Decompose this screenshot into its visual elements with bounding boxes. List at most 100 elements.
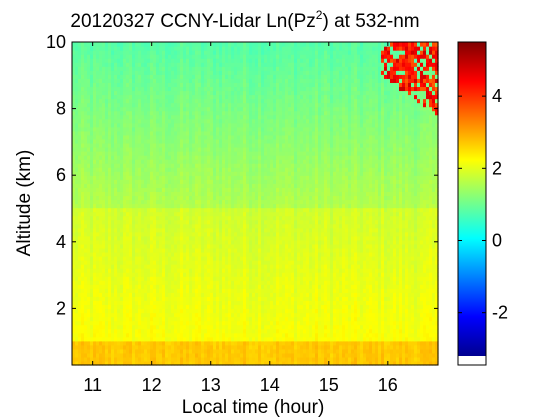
heatmap-cell — [231, 356, 235, 362]
heatmap-cell — [81, 292, 85, 297]
heatmap-cell — [285, 231, 289, 237]
heatmap-cell — [216, 340, 220, 346]
heatmap-cell — [78, 320, 82, 326]
heatmap-cell — [363, 203, 367, 209]
heatmap-cell — [261, 308, 265, 314]
heatmap-cell — [357, 344, 361, 350]
heatmap-cell — [306, 288, 310, 293]
heatmap-cell — [141, 336, 145, 342]
heatmap-cell — [147, 360, 151, 366]
heatmap-cell — [294, 280, 298, 285]
heatmap-cell — [336, 356, 340, 362]
heatmap-cell — [153, 255, 157, 261]
heatmap-cell — [90, 340, 94, 346]
heatmap-cell — [360, 304, 364, 310]
heatmap-cell — [96, 344, 100, 350]
heatmap-cell — [273, 251, 277, 257]
heatmap-cell — [78, 255, 82, 261]
heatmap-cell — [198, 239, 202, 245]
heatmap-cell — [246, 231, 250, 237]
heatmap-cell — [201, 336, 205, 342]
heatmap-cell — [138, 235, 142, 241]
heatmap-cell — [138, 320, 142, 326]
heatmap-cell — [300, 296, 304, 301]
heatmap-cell — [228, 203, 232, 209]
heatmap-cell — [402, 328, 406, 334]
heatmap-cell — [96, 280, 100, 285]
heatmap-cell — [426, 292, 430, 297]
heatmap-cell — [129, 215, 133, 221]
heatmap-cell — [204, 304, 208, 310]
heatmap-cell — [234, 231, 238, 237]
heatmap-cell — [417, 300, 421, 306]
heatmap-cell — [273, 280, 277, 285]
heatmap-cell — [276, 304, 280, 310]
heatmap-cell — [285, 300, 289, 306]
heatmap-cell — [87, 308, 91, 314]
heatmap-cell — [81, 288, 85, 293]
heatmap-cell — [237, 280, 241, 285]
heatmap-cell — [204, 239, 208, 245]
heatmap-cell — [327, 284, 331, 289]
heatmap-cell — [294, 235, 298, 241]
heatmap-cell — [405, 251, 409, 257]
heatmap-cell — [120, 227, 124, 233]
heatmap-cell — [144, 239, 148, 245]
heatmap-cell — [426, 284, 430, 289]
heatmap-cell — [162, 276, 166, 281]
heatmap-cell — [351, 320, 355, 326]
heatmap-cell — [360, 203, 364, 209]
heatmap-cell — [171, 219, 175, 225]
heatmap-cell — [357, 203, 361, 209]
heatmap-cell — [210, 348, 214, 354]
heatmap-cell — [189, 260, 193, 265]
heatmap-cell — [312, 276, 316, 281]
heatmap-cell — [72, 260, 76, 265]
heatmap-cell — [216, 243, 220, 249]
heatmap-cell — [378, 268, 382, 273]
heatmap-cell — [381, 215, 385, 221]
heatmap-cell — [291, 219, 295, 225]
heatmap-cell — [249, 211, 253, 217]
heatmap-cell — [303, 260, 307, 265]
heatmap-cell — [318, 276, 322, 281]
heatmap-cell — [288, 304, 292, 310]
heatmap-cell — [297, 223, 301, 229]
heatmap-cell — [339, 247, 343, 253]
heatmap-cell — [222, 235, 226, 241]
heatmap-cell — [297, 324, 301, 330]
heatmap-cell — [255, 312, 259, 318]
heatmap-cell — [213, 340, 217, 346]
heatmap-cell — [231, 231, 235, 237]
heatmap-cell — [123, 292, 127, 297]
heatmap-cell — [99, 243, 103, 249]
heatmap-cell — [87, 292, 91, 297]
heatmap-cell — [270, 231, 274, 237]
heatmap-cell — [333, 344, 337, 350]
heatmap-cell — [126, 284, 130, 289]
heatmap-cell — [399, 211, 403, 217]
heatmap-cell — [141, 251, 145, 257]
heatmap-cell — [135, 288, 139, 293]
heatmap-cell — [99, 219, 103, 225]
heatmap-cell — [183, 207, 187, 213]
heatmap-cell — [114, 276, 118, 281]
heatmap-cell — [102, 231, 106, 237]
heatmap-cell — [174, 308, 178, 314]
heatmap-cell — [348, 336, 352, 342]
heatmap-cell — [402, 332, 406, 338]
heatmap-cell — [429, 300, 433, 306]
heatmap-cell — [144, 304, 148, 310]
heatmap-cell — [432, 276, 436, 281]
heatmap-cell — [366, 288, 370, 293]
heatmap-cell — [198, 255, 202, 261]
heatmap-cell — [72, 352, 76, 358]
heatmap-cell — [96, 308, 100, 314]
heatmap-cell — [144, 288, 148, 293]
heatmap-cell — [84, 219, 88, 225]
heatmap-cell — [204, 348, 208, 354]
heatmap-cell — [162, 352, 166, 358]
heatmap-cell — [129, 255, 133, 261]
heatmap-cell — [213, 328, 217, 334]
heatmap-cell — [237, 251, 241, 257]
